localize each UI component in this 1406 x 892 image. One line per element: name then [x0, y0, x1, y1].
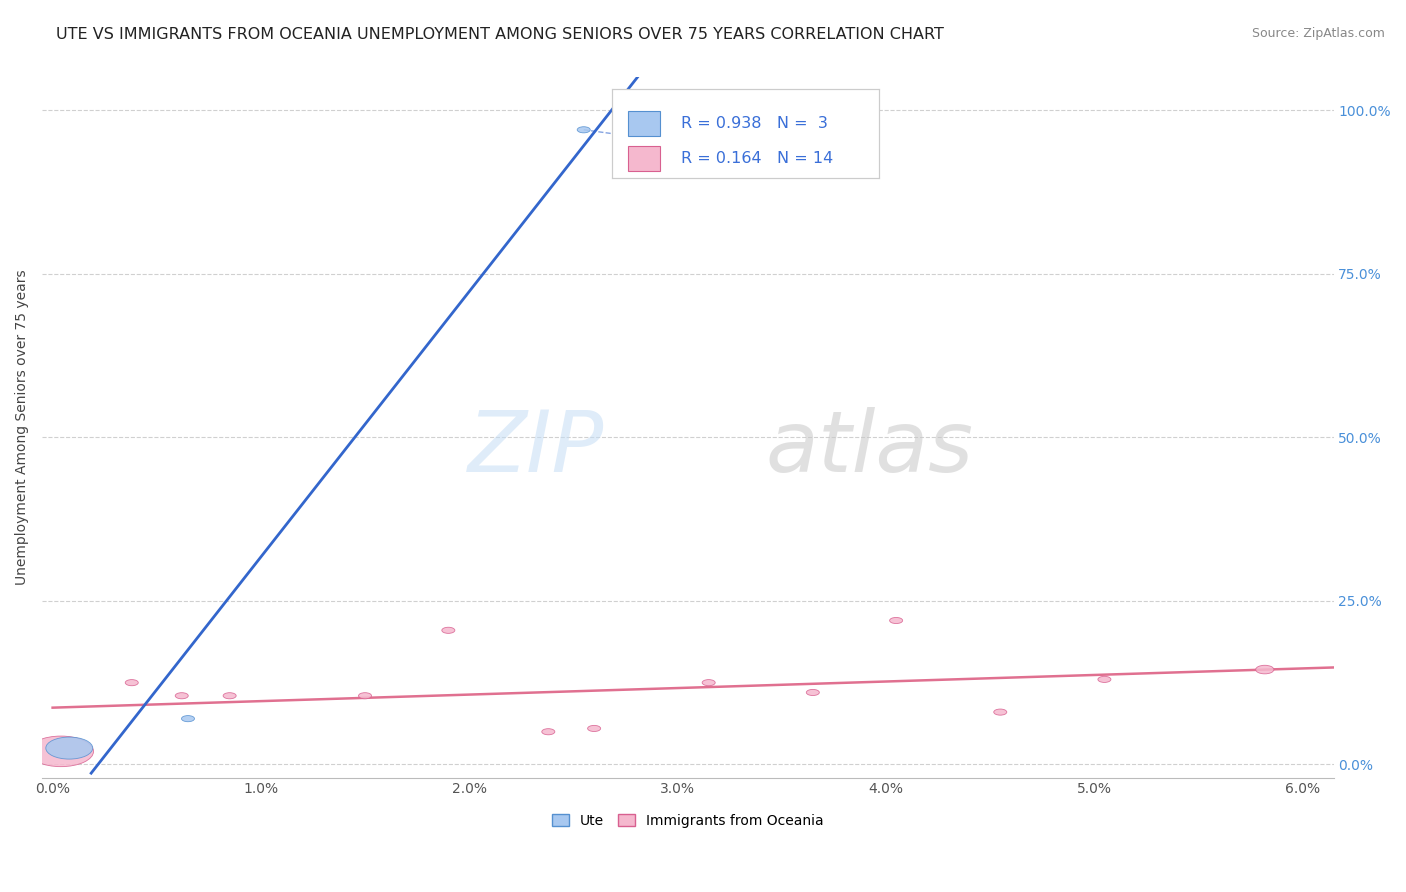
Ellipse shape	[176, 693, 188, 698]
Legend: Ute, Immigrants from Oceania: Ute, Immigrants from Oceania	[547, 808, 830, 834]
Text: atlas: atlas	[765, 407, 973, 490]
Text: Source: ZipAtlas.com: Source: ZipAtlas.com	[1251, 27, 1385, 40]
Ellipse shape	[181, 715, 194, 722]
Ellipse shape	[28, 736, 94, 766]
Ellipse shape	[1256, 665, 1274, 673]
Ellipse shape	[441, 627, 456, 633]
Text: R = 0.938   N =  3: R = 0.938 N = 3	[681, 116, 828, 130]
Ellipse shape	[890, 617, 903, 624]
Text: UTE VS IMMIGRANTS FROM OCEANIA UNEMPLOYMENT AMONG SENIORS OVER 75 YEARS CORRELAT: UTE VS IMMIGRANTS FROM OCEANIA UNEMPLOYM…	[56, 27, 943, 42]
Y-axis label: Unemployment Among Seniors over 75 years: Unemployment Among Seniors over 75 years	[15, 269, 30, 585]
Ellipse shape	[46, 737, 93, 759]
Ellipse shape	[1098, 676, 1111, 682]
FancyBboxPatch shape	[627, 111, 659, 136]
Ellipse shape	[578, 127, 591, 133]
Text: R = 0.164   N = 14: R = 0.164 N = 14	[681, 152, 834, 166]
Ellipse shape	[806, 690, 820, 696]
Ellipse shape	[994, 709, 1007, 715]
Ellipse shape	[702, 680, 716, 686]
Ellipse shape	[125, 680, 138, 686]
Ellipse shape	[588, 725, 600, 731]
Text: ZIP: ZIP	[468, 407, 605, 490]
Ellipse shape	[541, 729, 555, 735]
Ellipse shape	[224, 693, 236, 698]
Ellipse shape	[359, 693, 371, 698]
FancyBboxPatch shape	[627, 146, 659, 171]
